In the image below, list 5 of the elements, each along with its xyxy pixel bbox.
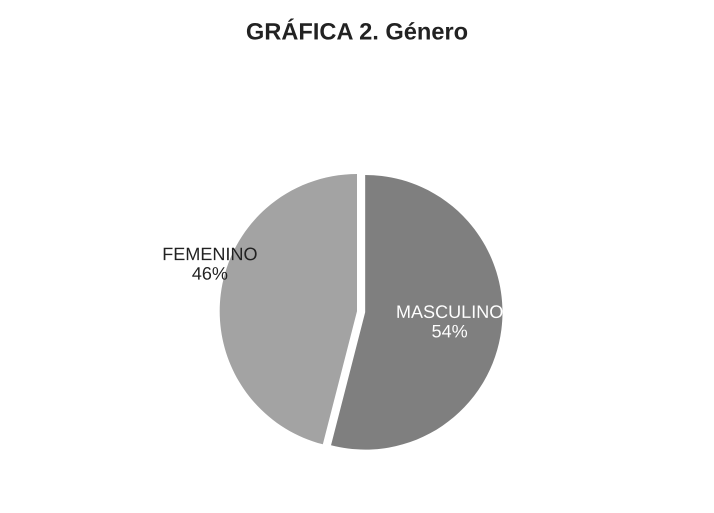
data-label: 54% [432,324,468,338]
chart-title: GRÁFICA 2. Género [246,18,468,40]
slice-label: FEMENINO [164,248,257,260]
data-label: 46% [192,267,228,280]
slice-label: MASCULINO [397,305,502,318]
